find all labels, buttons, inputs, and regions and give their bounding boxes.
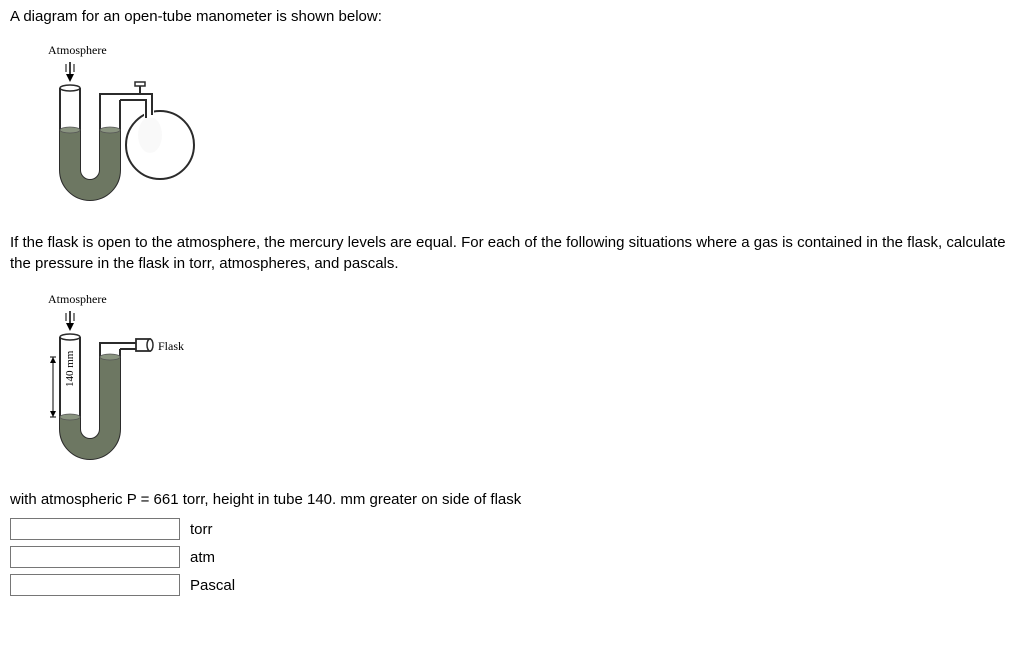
answer-row-atm: atm [10, 546, 1014, 568]
answer-row-torr: torr [10, 518, 1014, 540]
unit-torr: torr [190, 521, 213, 538]
torr-input[interactable] [10, 518, 180, 540]
unit-atm: atm [190, 549, 215, 566]
pascal-input[interactable] [10, 574, 180, 596]
atmosphere-label: Atmosphere [48, 43, 1014, 58]
manometer-diagram-140mm: Atmosphere Flask 140 mm [40, 292, 1014, 473]
flask-label: Flask [158, 339, 184, 354]
atm-input[interactable] [10, 546, 180, 568]
unit-pascal: Pascal [190, 577, 235, 594]
atmosphere-label-2: Atmosphere [48, 292, 1014, 307]
manometer-svg-1 [40, 60, 220, 210]
manometer-svg-2 [40, 309, 200, 469]
answer-row-pascal: Pascal [10, 574, 1014, 596]
condition-text: with atmospheric P = 661 torr, height in… [10, 491, 1014, 508]
intro-text: A diagram for an open-tube manometer is … [10, 8, 1014, 25]
height-label: 140 mm [64, 351, 76, 387]
instructions-paragraph: If the flask is open to the atmosphere, … [10, 232, 1014, 274]
manometer-diagram-equal: Atmosphere [40, 43, 1014, 214]
